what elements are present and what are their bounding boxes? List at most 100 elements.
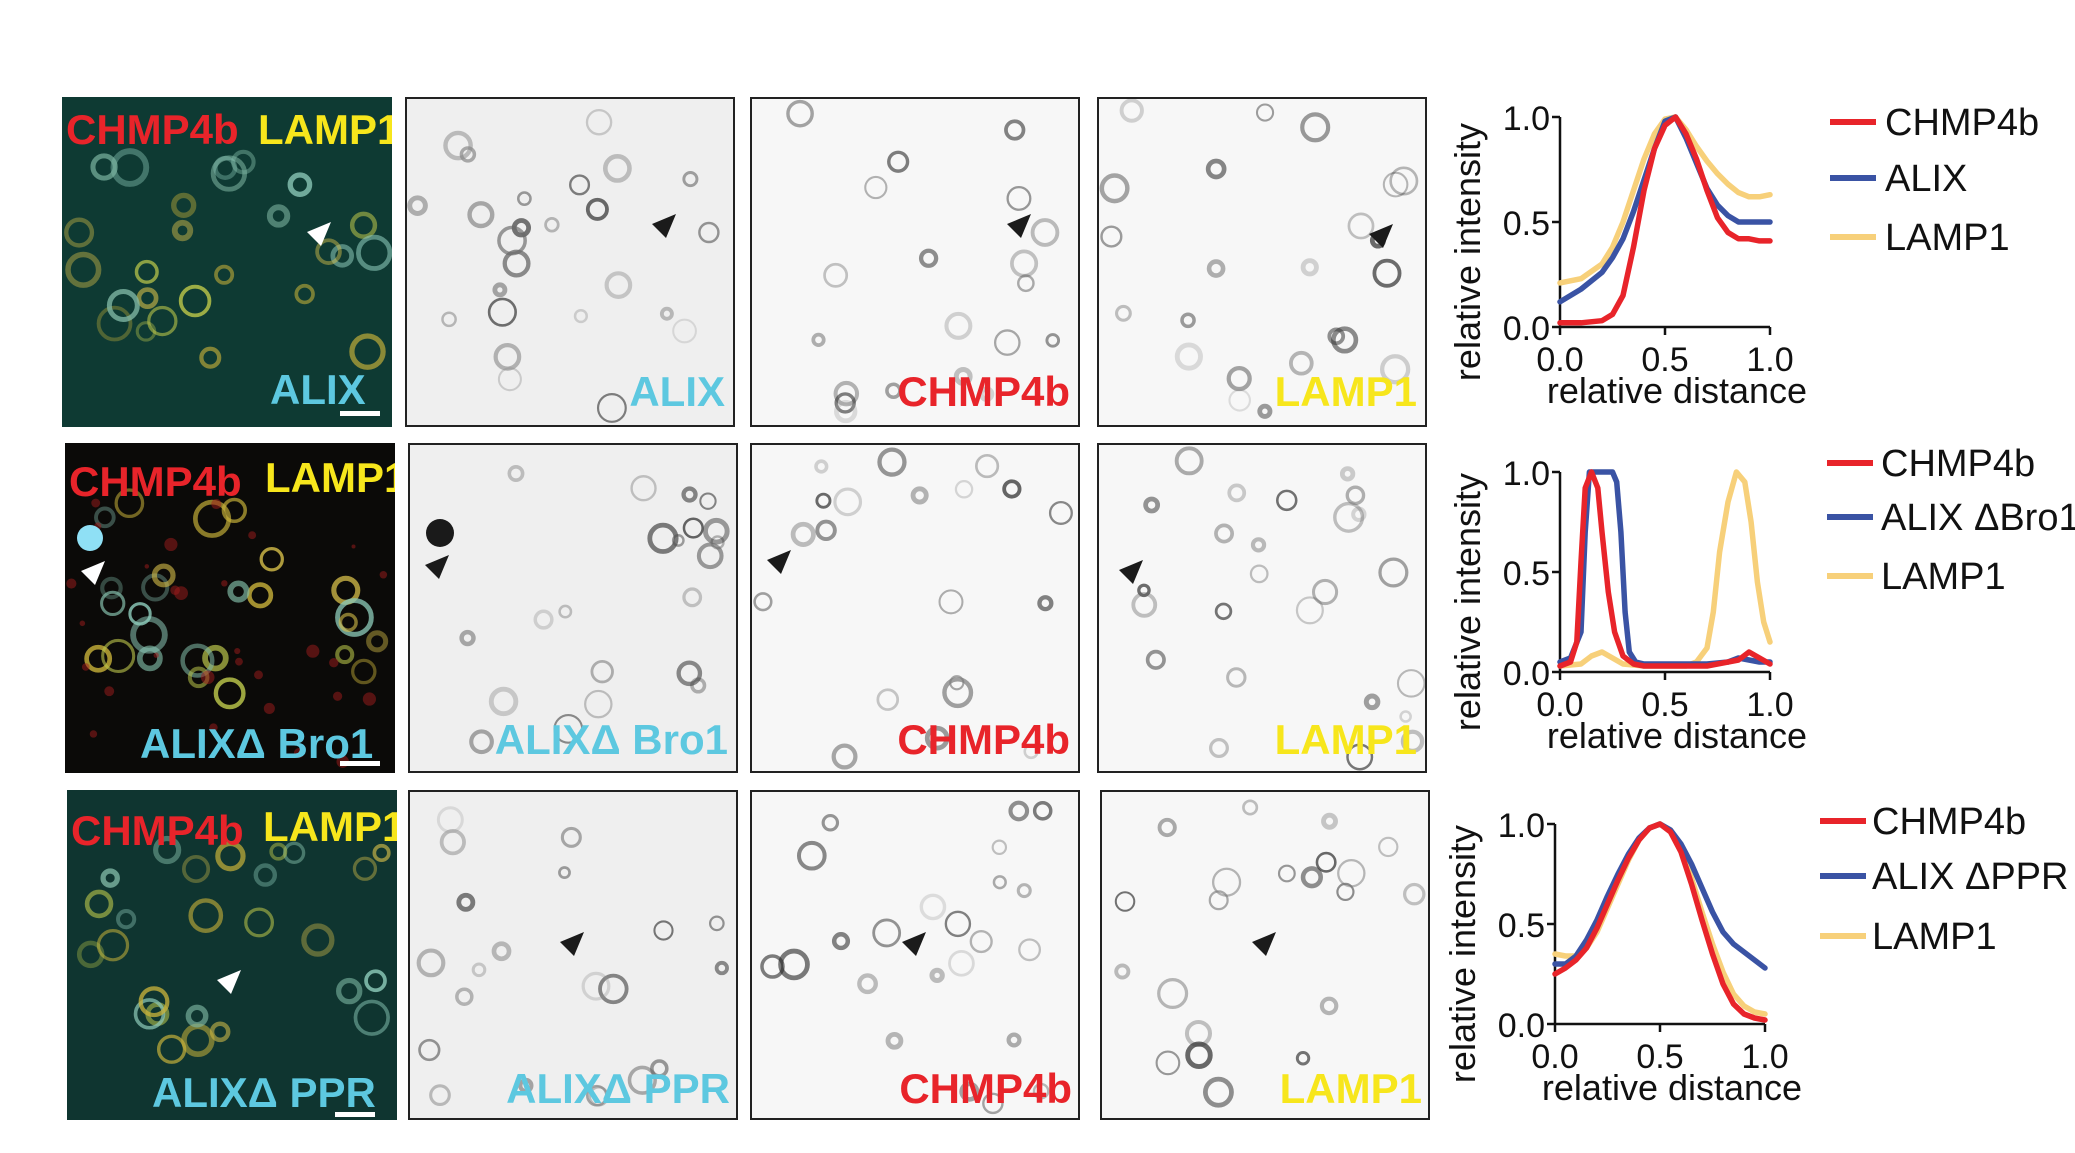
scale-bar [340, 411, 380, 416]
y-tick-label: 0.5 [1503, 555, 1550, 593]
red-puncta [234, 647, 241, 655]
legend-swatch-chmp4b [1830, 119, 1876, 125]
gray-image-row3-alix-ppr: ALIXΔ PPR [408, 790, 738, 1120]
vesicle-ring [558, 866, 571, 879]
arrowhead-icon [81, 561, 105, 585]
vesicle-ring [659, 306, 674, 321]
vesicle-ring [627, 1065, 657, 1095]
vesicle-ring [100, 868, 120, 888]
vesicle-ring [887, 150, 910, 173]
vesicle-ring [811, 332, 826, 347]
vesicle-ring [1226, 365, 1252, 392]
vesicle-ring [84, 889, 114, 919]
vesicle-ring [1008, 800, 1030, 822]
y-axis-label: relative intensity [1447, 473, 1488, 731]
vesicle-ring [602, 153, 632, 183]
vesicle-ring [714, 960, 729, 976]
vesicle-ring [227, 580, 250, 603]
vesicle-ring [100, 590, 126, 617]
vesicle-ring [213, 155, 238, 180]
vesicle-ring [993, 329, 1021, 356]
vesicle-ring [1208, 890, 1229, 911]
red-puncta [144, 564, 150, 569]
vesicle-ring [786, 99, 814, 128]
vesicle-ring [647, 522, 679, 554]
red-puncta [293, 747, 304, 759]
vesicle-ring [349, 211, 378, 239]
vesicle-ring [573, 308, 588, 324]
vesicle-ring [831, 932, 851, 951]
vesicle-ring [948, 949, 975, 977]
vesicle-ring [1004, 119, 1026, 141]
y-tick-label: 0.0 [1503, 310, 1550, 348]
arrowhead-icon [1119, 560, 1143, 584]
vesicle-ring [1017, 274, 1035, 293]
vesicle-ring [1347, 212, 1375, 240]
vesicle-ring [84, 644, 113, 673]
vesicle-ring [96, 929, 130, 962]
vesicle-ring [1185, 1041, 1213, 1069]
scale-bar [335, 1112, 375, 1117]
vesicle-ring [938, 589, 964, 615]
vesicle-ring [544, 217, 560, 233]
vesicle-ring [294, 283, 315, 305]
vesicle-ring [76, 940, 105, 969]
vesicle-ring [672, 318, 697, 344]
red-puncta [153, 652, 159, 658]
vesicle-ring [469, 729, 494, 755]
vesicle-ring [682, 587, 703, 608]
y-tick-label: 0.0 [1503, 655, 1550, 693]
panel-label-lamp1: LAMP1 [1279, 1065, 1422, 1112]
vesicle-ring [171, 219, 194, 242]
vesicle-ring [821, 814, 840, 832]
vesicle-ring [533, 609, 554, 630]
y-tick-label: 0.5 [1498, 907, 1545, 945]
vesicle-ring [1030, 218, 1060, 247]
vesicle-ring [1155, 1050, 1181, 1076]
vesicle-ring [833, 487, 863, 517]
vesicle-ring [1400, 729, 1425, 754]
vesicle-ring [1315, 851, 1337, 873]
vesicle-ring [585, 197, 609, 221]
vesicle-ring [349, 333, 386, 370]
legend-label-lamp1: LAMP1 [1885, 217, 2010, 259]
vesicle-ring [134, 259, 159, 284]
vesicle-ring [455, 987, 474, 1006]
vesicle-ring [590, 659, 614, 684]
legend-swatch-alix [1830, 175, 1876, 181]
vesicle-ring [924, 725, 950, 751]
vesicle-ring [335, 598, 374, 637]
vesicle-ring [857, 973, 878, 995]
vesicle-ring [171, 192, 197, 219]
vesicle-ring [1180, 312, 1196, 329]
red-puncta [211, 498, 222, 510]
vesicle-ring [1331, 326, 1359, 354]
vesicle-ring [106, 289, 140, 322]
vesicle-ring [1214, 523, 1234, 544]
vesicle-ring [1032, 801, 1053, 821]
vesicle-ring [778, 948, 810, 981]
y-tick-label: 1.0 [1503, 455, 1550, 493]
vesicle-ring [492, 282, 508, 298]
vesicle-ring [885, 1031, 904, 1050]
red-puncta [379, 571, 388, 579]
vesicle-ring [1300, 866, 1323, 889]
vesicle-ring [1114, 891, 1136, 912]
legend-swatch-lamp1 [1830, 234, 1876, 240]
vesicle-ring [584, 689, 613, 719]
vesicle-ring [64, 217, 95, 248]
gray-image-row1-alix: ALIX [405, 97, 735, 427]
alix-bright-spot [77, 525, 103, 551]
vesicle-ring [1202, 1076, 1234, 1108]
series-line-lamp1 [1557, 469, 1773, 669]
series-line-chmp4b [1552, 821, 1768, 1023]
vesicle-ring [953, 367, 973, 386]
vesicle-ring [443, 130, 473, 161]
x-tick-label: 0.0 [1536, 341, 1583, 379]
x-tick-label: 1.0 [1741, 1038, 1788, 1076]
vesicle-ring [351, 658, 377, 685]
vesicle-ring [876, 688, 900, 711]
legend-swatch-alix-bro1 [1827, 514, 1873, 520]
